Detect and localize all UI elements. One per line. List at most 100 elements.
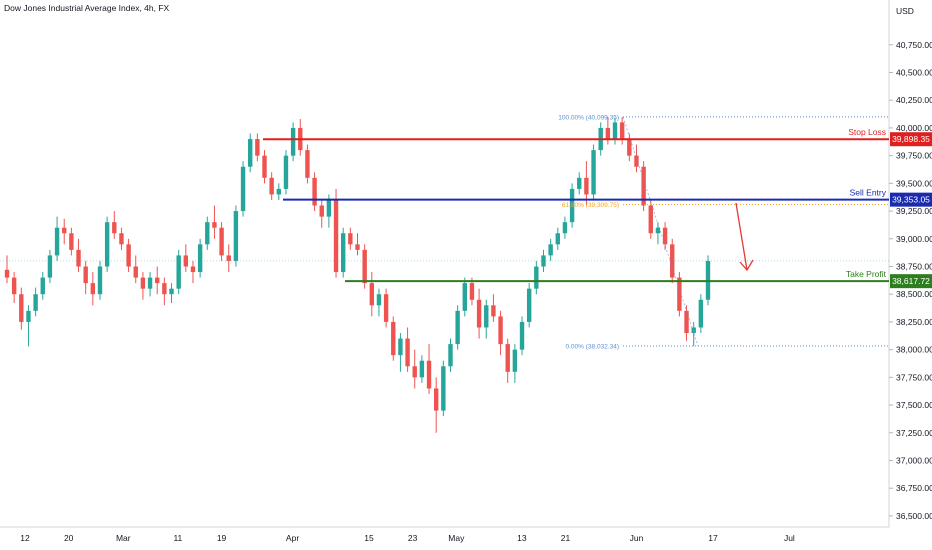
candle-body [69,233,74,250]
fib-trend-line [622,116,699,347]
x-tick-label: 15 [364,533,374,543]
y-tick-label: 38,750.00 [896,262,932,272]
candle-body [677,277,682,311]
candle-body [433,388,439,411]
y-tick-label: 40,750.00 [896,40,932,50]
trade-level-price-box [890,132,932,147]
x-tick-label: 19 [217,533,227,543]
candle-body [577,177,582,189]
candle-body [405,338,410,367]
y-tick-label: 36,750.00 [896,483,932,493]
candle-body [333,199,339,273]
x-tick-label: 17 [708,533,718,543]
candle-body [505,344,510,372]
y-tick-label: 38,500.00 [896,289,932,299]
candle-body [76,249,81,267]
candle-body [448,344,453,367]
candle-body [591,150,596,195]
x-tick-label: Jul [784,533,795,543]
candle-body [398,338,403,356]
candle-body [312,177,317,206]
y-tick-label: 39,750.00 [896,151,932,161]
candle-body [4,269,10,278]
y-tick-label: 37,250.00 [896,428,932,438]
candle-body [212,222,217,228]
candle-body [119,233,124,245]
candle-body [469,283,475,300]
candle-body [383,294,389,322]
candle-body [83,266,88,284]
x-tick-label: 11 [173,533,182,543]
fib-level-label: 0.00% (38,032.34) [566,344,619,351]
candle-body [484,305,489,328]
candle-body [584,177,589,195]
fib-level-label: 100.00% (40,099.35) [558,114,619,121]
candle-body [290,127,296,156]
candle-body [40,277,45,295]
candle-body [641,166,646,206]
candle-body [283,155,289,189]
y-tick-label: 37,500.00 [896,400,932,410]
arrow-shaft [735,202,748,271]
candle-body [183,255,189,267]
candle-body [555,233,560,245]
candles [4,116,711,433]
candle-body [255,139,260,156]
y-tick-label: 36,500.00 [896,511,932,521]
trade-level-price-box [890,192,932,207]
y-tick-label: 39,250.00 [896,206,932,216]
arrow-head [739,259,754,272]
candle-body [627,139,632,156]
x-tick-label: Jun [630,533,644,543]
candle-body [362,249,367,284]
candle-body [376,294,382,306]
candle-body [262,155,267,178]
x-tick-label: Mar [116,533,131,543]
candle-body [476,299,482,328]
candle-body [548,244,553,256]
candle-body [97,266,103,295]
candle-body [612,122,618,140]
y-tick-label: 39,000.00 [896,234,932,244]
candle-body [197,244,203,273]
candle-body [519,321,525,350]
y-tick-label: 40,250.00 [896,95,932,105]
trade-level-price-label: 39,353.05 [892,195,930,205]
y-tick-label: 37,000.00 [896,455,932,465]
x-tick-label: 21 [561,533,571,543]
candle-body [491,305,496,317]
candle-body [47,255,53,278]
x-tick-label: May [448,533,465,543]
candle-body [112,222,117,234]
candle-body [155,277,160,284]
candle-body [248,139,253,167]
candle-body [90,283,96,295]
candle-body [226,255,231,261]
candle-body [305,150,310,178]
candle-body [534,266,539,289]
candle-body [512,349,518,372]
candle-body [140,277,146,289]
candle-body [655,227,661,234]
candle-body [355,244,360,250]
y-tick-label: 37,750.00 [896,372,932,382]
candle-body [684,310,689,334]
candle-body [19,294,24,322]
candle-body [240,166,246,212]
currency-label: USD [896,6,914,16]
candle-body [176,255,181,289]
candle-body [369,283,375,306]
candle-body [698,299,704,328]
x-tick-label: 12 [20,533,30,543]
candle-body [462,283,467,311]
candle-body [691,327,696,334]
candle-body [605,127,611,140]
candle-body [126,244,131,267]
candle-body [634,155,639,167]
x-tick-label: 13 [517,533,527,543]
candle-body [562,222,568,234]
candle-body [133,266,138,278]
candle-body [391,321,396,356]
